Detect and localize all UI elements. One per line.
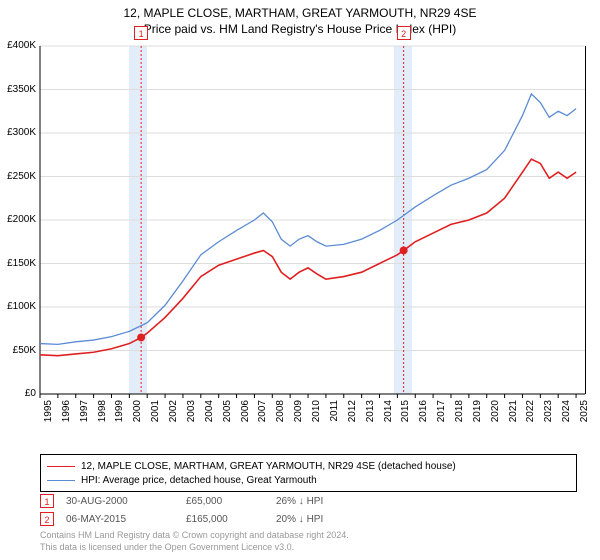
event-date-1: 30-AUG-2000	[66, 496, 186, 507]
event-badge-1: 1	[40, 494, 54, 508]
event-row-1: 1 30-AUG-2000 £65,000 26% ↓ HPI	[40, 492, 396, 510]
chart-container: 12, MAPLE CLOSE, MARTHAM, GREAT YARMOUTH…	[0, 0, 600, 560]
event-marker-box: 1	[134, 26, 148, 40]
event-row-2: 2 06-MAY-2015 £165,000 20% ↓ HPI	[40, 510, 396, 528]
event-badge-2: 2	[40, 512, 54, 526]
x-tick-label: 2021	[508, 400, 519, 430]
chart-title-line1: 12, MAPLE CLOSE, MARTHAM, GREAT YARMOUTH…	[0, 6, 600, 20]
x-tick-label: 1999	[114, 400, 125, 430]
event-marker-box: 2	[397, 26, 411, 40]
x-tick-label: 2012	[347, 400, 358, 430]
x-tick-label: 1996	[61, 400, 72, 430]
y-tick-label: £350K	[0, 84, 36, 95]
x-tick-label: 2024	[561, 400, 572, 430]
y-tick-label: £150K	[0, 258, 36, 269]
x-tick-label: 2019	[472, 400, 483, 430]
legend-label-hpi: HPI: Average price, detached house, Grea…	[81, 475, 317, 486]
x-tick-label: 2014	[383, 400, 394, 430]
x-tick-label: 2007	[257, 400, 268, 430]
x-tick-label: 2001	[150, 400, 161, 430]
x-tick-label: 2006	[240, 400, 251, 430]
legend-swatch-hpi	[47, 480, 75, 481]
legend-swatch-subject	[47, 466, 75, 467]
x-tick-label: 2018	[454, 400, 465, 430]
plot-area: 12	[40, 46, 586, 394]
x-tick-label: 2013	[365, 400, 376, 430]
x-tick-label: 1995	[43, 400, 54, 430]
x-tick-label: 2011	[329, 400, 340, 430]
x-tick-label: 2000	[132, 400, 143, 430]
x-tick-label: 1997	[79, 400, 90, 430]
x-tick-label: 2010	[311, 400, 322, 430]
x-tick-label: 2008	[275, 400, 286, 430]
y-tick-label: £250K	[0, 171, 36, 182]
x-axis: 1995199619971998199920002001200220032004…	[40, 394, 585, 424]
x-tick-label: 2017	[436, 400, 447, 430]
chart-area: £0£50K£100K£150K£200K£250K£300K£350K£400…	[40, 46, 585, 416]
y-tick-label: £300K	[0, 127, 36, 138]
x-tick-label: 2004	[204, 400, 215, 430]
plot-svg	[40, 46, 585, 394]
y-tick-label: £100K	[0, 301, 36, 312]
x-tick-label: 2022	[525, 400, 536, 430]
event-change-1: 26% ↓ HPI	[276, 496, 396, 507]
y-tick-label: £200K	[0, 214, 36, 225]
y-tick-label: £400K	[0, 40, 36, 51]
legend: 12, MAPLE CLOSE, MARTHAM, GREAT YARMOUTH…	[40, 454, 577, 492]
event-price-2: £165,000	[186, 514, 276, 525]
x-tick-label: 2002	[168, 400, 179, 430]
chart-title-line2: Price paid vs. HM Land Registry's House …	[0, 22, 600, 36]
legend-label-subject: 12, MAPLE CLOSE, MARTHAM, GREAT YARMOUTH…	[81, 461, 456, 472]
x-tick-label: 2015	[400, 400, 411, 430]
y-tick-label: £50K	[0, 345, 36, 356]
legend-item-subject: 12, MAPLE CLOSE, MARTHAM, GREAT YARMOUTH…	[47, 459, 570, 473]
event-price-1: £65,000	[186, 496, 276, 507]
event-date-2: 06-MAY-2015	[66, 514, 186, 525]
footer-line1: Contains HM Land Registry data © Crown c…	[40, 530, 349, 542]
y-tick-label: £0	[0, 388, 36, 399]
x-tick-label: 1998	[97, 400, 108, 430]
x-tick-label: 2025	[579, 400, 590, 430]
x-tick-label: 2003	[186, 400, 197, 430]
x-tick-label: 2020	[490, 400, 501, 430]
event-change-2: 20% ↓ HPI	[276, 514, 396, 525]
x-tick-label: 2016	[418, 400, 429, 430]
legend-item-hpi: HPI: Average price, detached house, Grea…	[47, 473, 570, 487]
x-tick-label: 2009	[293, 400, 304, 430]
events-table: 1 30-AUG-2000 £65,000 26% ↓ HPI 2 06-MAY…	[40, 492, 396, 528]
footer: Contains HM Land Registry data © Crown c…	[40, 530, 349, 553]
x-tick-label: 2023	[543, 400, 554, 430]
x-tick-label: 2005	[222, 400, 233, 430]
title-block: 12, MAPLE CLOSE, MARTHAM, GREAT YARMOUTH…	[0, 0, 600, 36]
footer-line2: This data is licensed under the Open Gov…	[40, 542, 349, 554]
